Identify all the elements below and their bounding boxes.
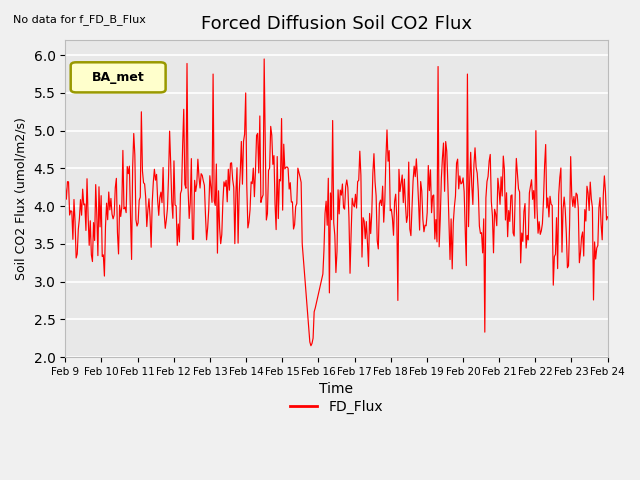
FancyBboxPatch shape (70, 62, 166, 93)
Y-axis label: Soil CO2 Flux (umol/m2/s): Soil CO2 Flux (umol/m2/s) (15, 117, 28, 280)
Text: No data for f_FD_B_Flux: No data for f_FD_B_Flux (13, 13, 146, 24)
Title: Forced Diffusion Soil CO2 Flux: Forced Diffusion Soil CO2 Flux (201, 15, 472, 33)
Legend: FD_Flux: FD_Flux (284, 395, 388, 420)
Text: BA_met: BA_met (92, 71, 145, 84)
X-axis label: Time: Time (319, 382, 353, 396)
